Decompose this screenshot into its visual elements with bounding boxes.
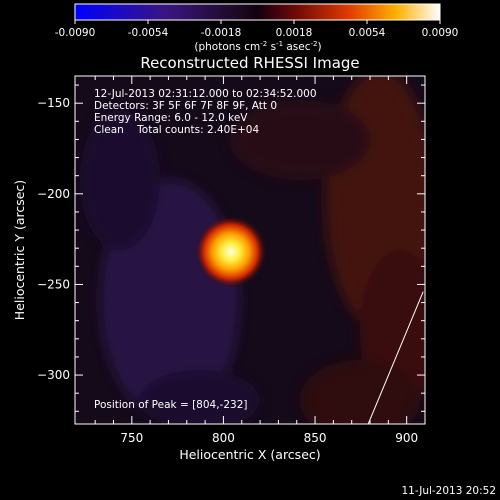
timestamp: 11-Jul-2013 20:52 (401, 485, 496, 497)
colorbar-ticks: -0.0090 -0.0054 -0.0018 0.0018 0.0054 0.0090 (55, 20, 459, 39)
plot-frame (74, 75, 426, 425)
chart-title: Reconstructed RHESSI Image (140, 54, 359, 72)
x-axis-label: Heliocentric X (arcsec) (179, 447, 320, 462)
x-tick-label: 750 (120, 431, 143, 445)
x-tick-label: 850 (304, 431, 327, 445)
colorbar-unit-label: (photons cm-2 s-1 asec-2) (194, 40, 321, 53)
y-axis-label: Heliocentric Y (arcsec) (12, 180, 27, 320)
colorbar-tick-label: -0.0054 (128, 27, 169, 39)
colorbar-tick-label: 0.0018 (276, 27, 313, 39)
plot-area (75, 76, 425, 424)
colorbar (74, 3, 441, 21)
colorbar-tick-label: -0.0018 (201, 27, 242, 39)
peak-source (194, 215, 267, 288)
y-tick-label: −200 (37, 187, 70, 201)
colorbar-tick-label: -0.0090 (55, 27, 96, 39)
colorbar-tick-label: 0.0054 (349, 27, 386, 39)
axis-ticks: 750 800 850 900 −150 −200 −250 −300 (37, 76, 426, 445)
y-tick-label: −300 (37, 368, 70, 382)
y-tick-label: −250 (37, 277, 70, 291)
y-tick-label: −150 (37, 96, 70, 110)
annotation-clean: Clean Total counts: 2.40E+04 (94, 124, 259, 136)
colorbar-tick-label: 0.0090 (422, 27, 459, 39)
peak-position-label: Position of Peak = [804,-232] (94, 399, 248, 411)
x-tick-label: 800 (212, 431, 235, 445)
x-tick-label: 900 (395, 431, 418, 445)
annotation-energy: Energy Range: 6.0 - 12.0 keV (94, 112, 248, 124)
annotation-detectors: Detectors: 3F 5F 6F 7F 8F 9F, Att 0 (94, 100, 277, 112)
annotation-time: 12-Jul-2013 02:31:12.000 to 02:34:52.000 (94, 88, 317, 100)
solar-limb-line (367, 291, 424, 424)
